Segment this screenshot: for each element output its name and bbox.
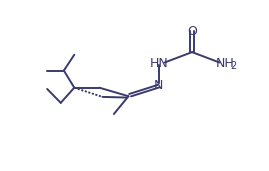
Text: NH: NH	[216, 57, 235, 70]
Text: 2: 2	[231, 61, 237, 71]
Text: HN: HN	[149, 57, 168, 70]
Text: N: N	[154, 78, 163, 91]
Text: O: O	[187, 25, 197, 38]
